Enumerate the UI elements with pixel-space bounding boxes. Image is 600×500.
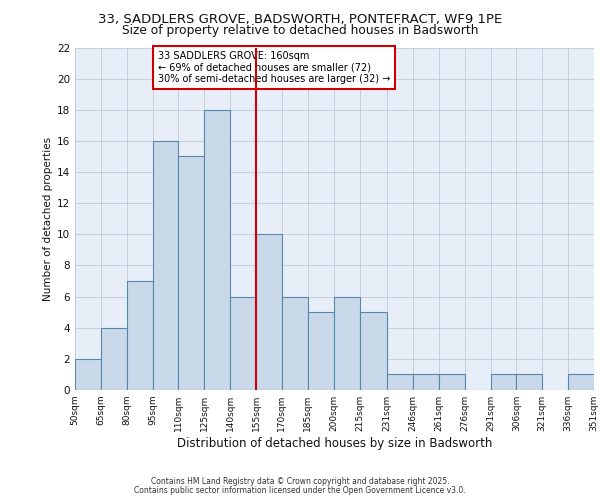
Bar [256, 234, 282, 390]
Bar [101, 328, 127, 390]
Bar [308, 312, 334, 390]
X-axis label: Distribution of detached houses by size in Badsworth: Distribution of detached houses by size … [177, 437, 492, 450]
Bar [75, 359, 101, 390]
Text: Contains HM Land Registry data © Crown copyright and database right 2025.: Contains HM Land Registry data © Crown c… [151, 478, 449, 486]
Bar [387, 374, 413, 390]
Bar [152, 141, 178, 390]
Text: Contains public sector information licensed under the Open Government Licence v3: Contains public sector information licen… [134, 486, 466, 495]
Y-axis label: Number of detached properties: Number of detached properties [43, 136, 53, 301]
Bar [491, 374, 517, 390]
Bar [568, 374, 594, 390]
Text: Size of property relative to detached houses in Badsworth: Size of property relative to detached ho… [122, 24, 478, 37]
Bar [178, 156, 205, 390]
Bar [282, 296, 308, 390]
Text: 33, SADDLERS GROVE, BADSWORTH, PONTEFRACT, WF9 1PE: 33, SADDLERS GROVE, BADSWORTH, PONTEFRAC… [98, 12, 502, 26]
Bar [439, 374, 464, 390]
Bar [127, 281, 152, 390]
Bar [334, 296, 359, 390]
Bar [413, 374, 439, 390]
Text: 33 SADDLERS GROVE: 160sqm
← 69% of detached houses are smaller (72)
30% of semi-: 33 SADDLERS GROVE: 160sqm ← 69% of detac… [158, 50, 390, 84]
Bar [359, 312, 387, 390]
Bar [205, 110, 230, 390]
Bar [517, 374, 542, 390]
Bar [230, 296, 256, 390]
